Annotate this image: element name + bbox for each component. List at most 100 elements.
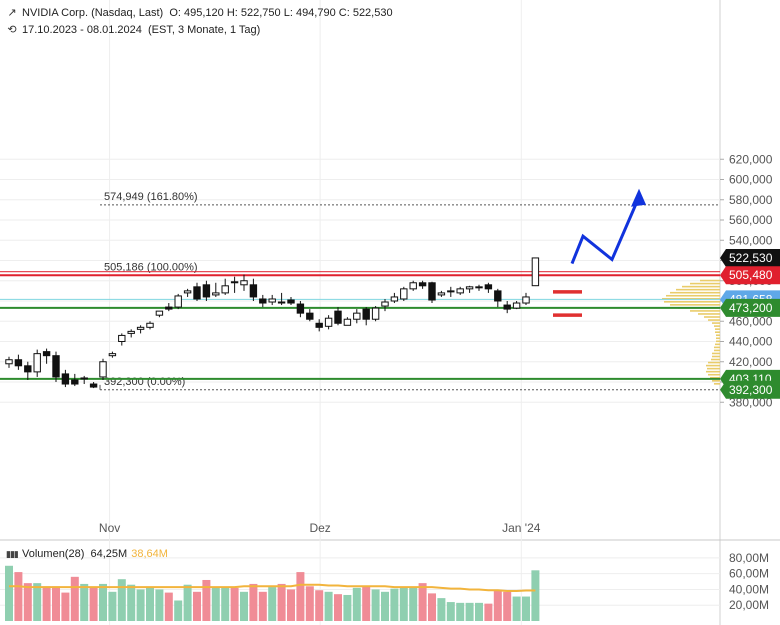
volume-bar (23, 583, 32, 621)
price-tick-label: 420,000 (729, 355, 773, 369)
candle-body (230, 281, 239, 284)
fib-zero-badge (720, 380, 780, 399)
candle-body (61, 373, 70, 385)
history-icon[interactable]: ⟲ (7, 24, 17, 36)
volume-bar (202, 579, 211, 621)
bar-chart-icon: ▮▮▮ (6, 549, 19, 559)
candle-body (165, 306, 173, 310)
volume-bar (381, 591, 389, 621)
fib-level-label: 505,186 (100.00%) (104, 261, 198, 273)
volume-label: Volumen(28) (22, 548, 85, 560)
volume-profile-bar (714, 383, 720, 385)
volume-bar (99, 583, 107, 621)
candle-body (334, 310, 342, 324)
price-tick-label: 460,000 (729, 314, 773, 328)
chart-header-line-1: ↗ NVIDIA Corp. (Nasdaq, Last) O: 495,120 … (6, 6, 392, 19)
volume-profile-bar (715, 328, 720, 330)
volume-bar (456, 602, 465, 621)
last-price-badge (720, 248, 780, 267)
candle-body (494, 290, 502, 302)
volume-bar (155, 589, 164, 621)
chart-header-line-2: ⟲ 17.10.2023 - 08.01.2024 (EST, 3 Monate,… (6, 23, 260, 36)
candle-body (259, 298, 267, 304)
candle-body (71, 379, 79, 385)
volume-profile-bar (670, 304, 720, 306)
resistance-badge (720, 266, 780, 285)
volume-bar (418, 583, 427, 621)
candle-body (475, 286, 483, 289)
volume-bar (277, 583, 286, 621)
volume-bar (89, 587, 98, 621)
time-tick-label: Jan '24 (502, 521, 541, 535)
volume-profile-bar (715, 343, 720, 346)
volume-profile-bar (706, 370, 720, 373)
last-price-badge-label: 522,530 (729, 251, 773, 265)
volume-bar (164, 592, 173, 621)
volume-bar (146, 587, 154, 621)
candle-body (306, 312, 314, 320)
candle-body (174, 295, 182, 308)
candle-body (447, 290, 455, 293)
projection-arrow-head (631, 188, 646, 207)
volume-tick-label: 60,00M (729, 567, 769, 581)
volume-profile-bar (670, 291, 720, 294)
volume-ma-line (9, 583, 536, 593)
candle-body (146, 322, 154, 328)
volume-profile-bar (711, 358, 720, 361)
candle-body (522, 296, 530, 304)
candle-body (531, 257, 540, 287)
volume-profile-bar (700, 279, 720, 282)
candle-body (240, 280, 248, 286)
volume-bar (258, 591, 267, 621)
volume-bar (343, 594, 352, 621)
volume-tick-label: 80,00M (729, 551, 769, 565)
candle-body (418, 282, 427, 287)
volume-bar (61, 592, 70, 621)
volume-bar (362, 585, 371, 621)
volume-bar (5, 565, 13, 621)
volume-profile-bar (714, 349, 720, 352)
date-range: 17.10.2023 - 08.01.2024 (22, 24, 142, 36)
fib-level-label: 392,300 (0.00%) (104, 376, 185, 388)
support-badge-label: 473,200 (729, 301, 773, 315)
volume-profile-bar (714, 325, 720, 327)
candle-body (33, 353, 41, 373)
volume-profile-bar (710, 376, 720, 379)
candle-body (381, 301, 389, 307)
volume-ma-value: 38,64M (131, 548, 168, 560)
volume-bar (183, 584, 192, 621)
candle-body (155, 310, 164, 316)
candle-body (14, 359, 23, 367)
candle-body (324, 317, 333, 327)
volume-bar (70, 576, 79, 621)
volume-bar (14, 572, 23, 621)
volume-profile-bar (714, 346, 720, 349)
candle-body (512, 302, 521, 309)
price-tick-label: 440,000 (729, 335, 773, 349)
volume-bar (315, 590, 324, 621)
time-tick-label: Dez (309, 521, 330, 535)
volume-bar (249, 583, 258, 621)
volume-profile-bar (676, 288, 720, 291)
candle-body (136, 326, 145, 330)
candle-body (183, 290, 192, 294)
candle-body (80, 377, 88, 380)
volume-bar (42, 586, 51, 621)
candle-body (371, 307, 380, 320)
volume-profile-bar (690, 282, 720, 285)
candle-body (287, 299, 295, 304)
volume-bar (437, 598, 446, 621)
candle-body (118, 334, 126, 342)
candle-body (249, 284, 258, 298)
price-tick-label: 600,000 (729, 173, 773, 187)
support-badge (720, 298, 780, 317)
volume-bar (305, 586, 314, 621)
volume-profile-bar (704, 316, 720, 318)
volume-profile-bar (706, 364, 720, 367)
candle-body (193, 286, 201, 300)
crosshair-arrow-icon[interactable]: ↗ (7, 7, 17, 19)
volume-bar (324, 591, 333, 621)
volume-profile-bar (664, 301, 720, 303)
volume-profile-bar (715, 331, 720, 333)
